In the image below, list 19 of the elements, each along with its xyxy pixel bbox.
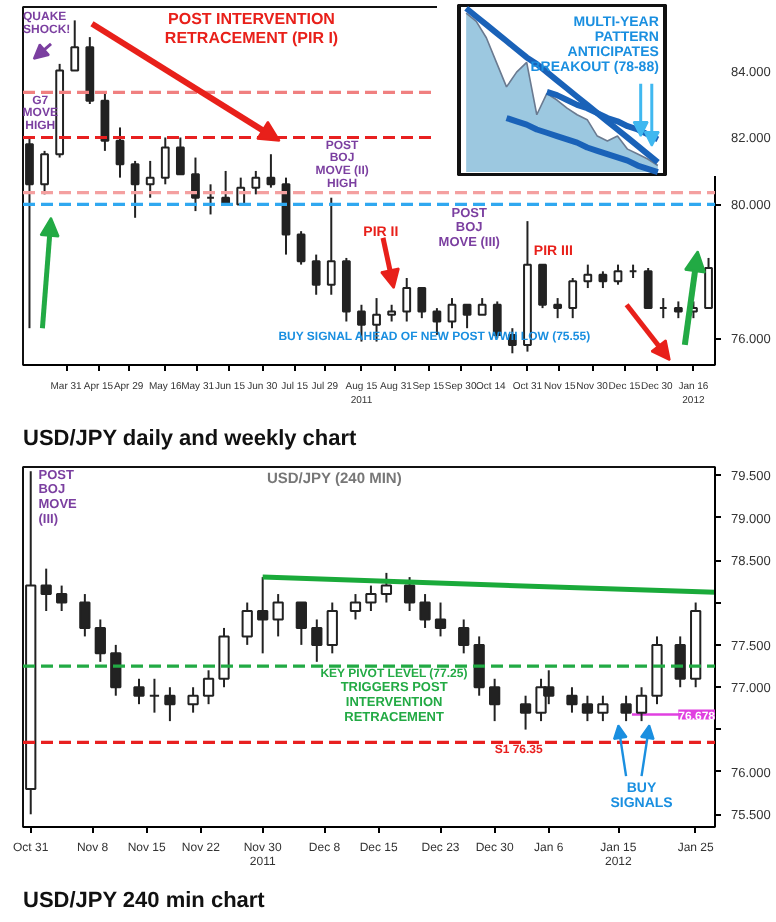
text: USD/JPY 240 min chart xyxy=(23,889,266,913)
annotation: POST INTERVENTION RETRACEMENT (PIR I) xyxy=(164,10,339,48)
candlestick xyxy=(164,686,176,723)
candlestick xyxy=(311,618,323,663)
candlestick xyxy=(257,576,269,655)
candlestick xyxy=(402,277,412,323)
candlestick xyxy=(94,618,106,663)
candlestick xyxy=(583,263,593,290)
candlestick xyxy=(673,300,683,320)
candlestick xyxy=(419,593,431,629)
candlestick xyxy=(272,593,284,638)
candlestick xyxy=(25,470,37,816)
candlestick xyxy=(326,196,336,296)
candlestick xyxy=(566,686,578,714)
text: USD/JPY daily and weekly chart xyxy=(23,427,358,451)
candlestick xyxy=(553,297,563,320)
candlestick xyxy=(40,567,52,612)
candlestick xyxy=(148,677,161,714)
candlestick xyxy=(187,686,199,714)
